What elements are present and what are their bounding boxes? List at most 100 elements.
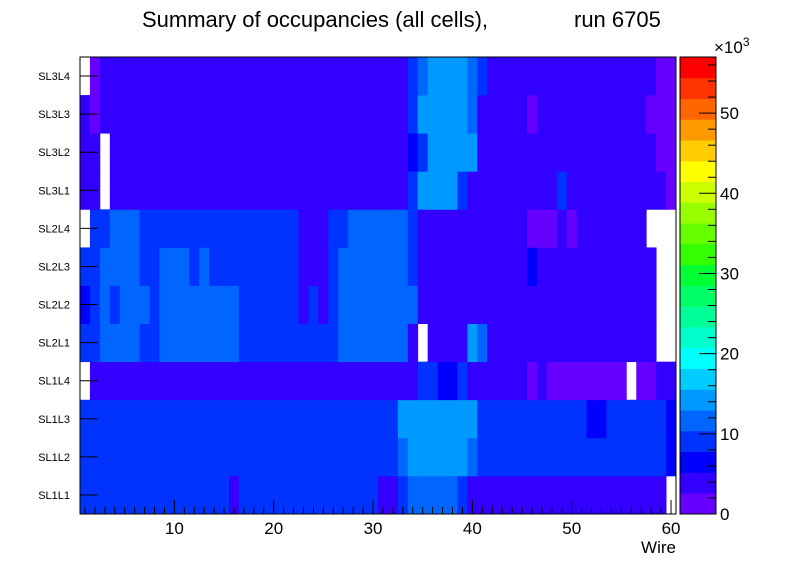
heatmap-cell-sl1l3-wire-52-53 (586, 399, 607, 439)
z-tick-label: 50 (720, 104, 739, 123)
heatmap-cell-sl3l4-wire-34-34 (407, 57, 419, 96)
heatmap-cell-sl3l4-wire-41-41 (477, 57, 488, 96)
heatmap-cell-sl3l3-wire-40-40 (467, 95, 478, 134)
z-tick-label: 40 (720, 184, 739, 203)
heatmap-cell-sl3l3-wire-46-46 (527, 95, 538, 134)
z-tick-label: 10 (720, 425, 739, 444)
heatmap-cell-sl2l1-wire-27-33 (338, 323, 409, 363)
heatmap-cell-sl2l4-wire-34-34 (407, 209, 419, 248)
z-tick-label: 30 (720, 264, 739, 283)
color-scale-band (680, 160, 716, 183)
color-scale-band (680, 368, 716, 390)
y-tick-label-sl3l4: SL3L4 (38, 71, 70, 83)
heatmap-cell-sl3l4-wire-42-58 (487, 57, 657, 96)
exponent-base: ×10 (714, 38, 743, 57)
heatmap-cell-sl1l4-wire-46-46 (527, 361, 538, 401)
y-tick-label-sl2l2: SL2L2 (38, 300, 70, 312)
heatmap-cell-sl3l1-wire-35-38 (417, 171, 458, 210)
heatmap-cell-sl3l4-wire-3-33 (99, 57, 409, 96)
heatmap-cell-sl3l3-wire-35-39 (417, 95, 468, 134)
x-tick-label: 10 (165, 519, 184, 538)
heatmap-cell-sl2l3-wire-46-46 (527, 247, 538, 286)
color-scale-band (680, 430, 716, 453)
heatmap-cell-sl1l4-wire-2-34 (89, 361, 419, 401)
heatmap-cell-sl3l4-wire-40-40 (467, 57, 478, 96)
heatmap-cell-sl1l4-wire-59-61 (656, 361, 677, 401)
heatmap-cell-sl1l2-wire-33-33 (397, 437, 409, 477)
heatmap-cell-sl2l2-wire-28-34 (348, 285, 419, 324)
heatmap-cell-sl3l3-wire-41-45 (477, 95, 528, 134)
heatmap-cells (80, 57, 677, 515)
color-scale-band (680, 451, 716, 473)
heatmap-cell-sl2l2-wire-17-22 (238, 285, 299, 324)
heatmap-cell-sl3l4-wire-59-60 (656, 57, 677, 96)
heatmap-cell-sl1l3-wire-60-60 (666, 399, 677, 439)
heatmap-cell-sl1l3-wire-40-40 (467, 399, 478, 439)
heatmap-cell-sl2l3-wire-13-13 (199, 247, 210, 286)
heatmap-cell-sl2l3-wire-27-33 (338, 247, 409, 286)
heatmap-cell-sl2l1-wire-40-40 (467, 323, 478, 363)
heatmap-cell-sl2l2-wire-23-23 (298, 285, 309, 324)
y-tick-label-sl1l2: SL1L2 (38, 452, 70, 464)
heatmap-cell-sl2l2-wire-4-4 (109, 285, 121, 324)
color-scale-band (680, 202, 716, 224)
chart-run-label: run 6705 (574, 7, 661, 32)
x-tick-label: 30 (364, 519, 383, 538)
color-scale-band (680, 410, 716, 432)
heatmap-cell-sl3l3-wire-47-57 (536, 95, 647, 134)
y-tick-label-sl3l2: SL3L2 (38, 147, 70, 159)
heatmap-cell-sl2l2-wire-24-24 (308, 285, 319, 324)
color-scale-band (680, 119, 716, 141)
heatmap-cell-sl3l1-wire-34-34 (407, 171, 419, 210)
heatmap-cell-sl1l3-wire-34-39 (407, 399, 468, 439)
heatmap-cell-sl1l2-wire-34-34 (407, 437, 419, 477)
x-tick-label: 40 (463, 519, 482, 538)
heatmap-cell-sl1l1-wire-39-39 (457, 475, 468, 515)
heatmap-cell-sl1l3-wire-54-59 (606, 399, 667, 439)
color-scale-band (680, 98, 716, 120)
heatmap-cell-sl1l4-wire-37-38 (437, 361, 458, 401)
heatmap-cell-sl3l2-wire-59-60 (656, 133, 677, 172)
y-tick-label-sl2l4: SL2L4 (38, 223, 70, 235)
y-tick-label-sl3l1: SL3L1 (38, 185, 70, 197)
heatmap-cell-sl1l4-wire-35-36 (417, 361, 438, 401)
heatmap-cell-sl1l4-wire-57-58 (636, 361, 657, 401)
heatmap-cell-sl2l1-wire-42-58 (487, 323, 657, 363)
color-scale-band (680, 264, 716, 286)
heatmap-cell-sl2l2-wire-5-7 (119, 285, 150, 324)
color-scale: 0 10 20 30 40 50 (680, 57, 739, 524)
heatmap-cell-sl2l4-wire-28-33 (348, 209, 409, 248)
heatmap-cell-sl3l2-wire-35-35 (417, 133, 429, 172)
color-scale-band (680, 181, 716, 203)
heatmap-cell-sl1l1-wire-33-33 (397, 475, 409, 515)
heatmap-cell-sl2l1-wire-34-34 (407, 323, 419, 363)
plot-frame (79, 56, 677, 515)
heatmap-cell-sl1l2-wire-41-59 (477, 437, 667, 477)
color-scale-exponent: ×103 (714, 35, 750, 57)
heatmap-cell-sl2l3-wire-26-26 (328, 247, 339, 286)
x-axis: 10 20 30 40 50 60 (84, 500, 681, 538)
heatmap-cell-sl2l1-wire-9-16 (159, 323, 240, 363)
heatmap-cell-sl2l4-wire-46-48 (527, 209, 558, 248)
heatmap-cell-sl2l2-wire-26-26 (328, 285, 339, 324)
color-scale-band (680, 327, 716, 349)
heatmap-cell-sl1l4-wire-39-39 (457, 361, 468, 401)
y-tick-label-sl1l4: SL1L4 (38, 376, 70, 388)
x-axis-title: Wire (641, 538, 676, 557)
heatmap-cell-sl1l1-wire-40-59 (467, 475, 667, 515)
heatmap-cell-sl3l4-wire-36-39 (427, 57, 468, 96)
heatmap-cell-sl1l2-wire-35-39 (417, 437, 468, 477)
heatmap-cell-sl2l4-wire-51-57 (576, 209, 647, 248)
x-tick-label: 60 (662, 519, 681, 538)
heatmap-cell-sl3l3-wire-58-60 (646, 95, 677, 134)
color-scale-band (680, 389, 716, 411)
heatmap-cell-sl3l4-wire-35-35 (417, 57, 429, 96)
color-scale-band (680, 243, 716, 266)
z-tick-label: 20 (720, 345, 739, 364)
color-scale-band (680, 285, 716, 307)
heatmap-cell-sl2l4-wire-4-6 (109, 209, 140, 248)
heatmap-cell-sl3l1-wire-39-39 (457, 171, 468, 210)
color-scale-band (680, 493, 716, 515)
heatmap-cell-sl3l1-wire-50-59 (566, 171, 667, 210)
